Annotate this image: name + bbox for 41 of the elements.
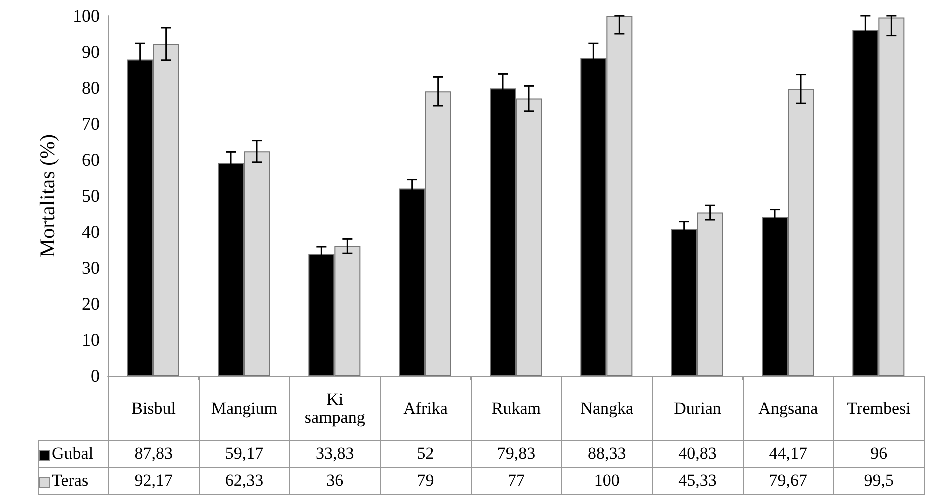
y-tick-label: 60 <box>82 150 100 170</box>
data-label: 44,17 <box>743 440 834 468</box>
data-label: 77 <box>471 468 562 494</box>
data-label: 79,67 <box>743 468 834 494</box>
data-label: 88,33 <box>562 440 652 468</box>
data-label: 59,17 <box>199 440 290 468</box>
data-label: 87,83 <box>108 440 200 468</box>
x-tick-label: Mangium <box>210 398 279 418</box>
y-tick-label: 40 <box>82 222 100 242</box>
x-tick-label: Ki sampang <box>304 390 366 426</box>
data-label: 45,33 <box>652 468 744 494</box>
y-tick-label: 10 <box>82 330 100 350</box>
y-tick-label: 30 <box>82 258 100 278</box>
y-tick-label: 50 <box>82 186 100 206</box>
data-label: 62,33 <box>199 468 290 494</box>
data-label: 96 <box>834 440 924 468</box>
legend-label: Gubal <box>38 440 108 468</box>
x-tick-label: Durian <box>673 398 722 418</box>
y-tick-label: 20 <box>82 294 100 314</box>
x-tick-label: Rukam <box>490 398 542 418</box>
x-tick-label: Afrika <box>402 398 449 418</box>
y-tick-label: 0 <box>91 366 100 386</box>
data-label: 40,83 <box>652 440 744 468</box>
y-tick-label: 90 <box>82 42 100 62</box>
data-label: 33,83 <box>290 440 380 468</box>
data-label: 79 <box>380 468 472 494</box>
y-tick-label: 70 <box>82 114 100 134</box>
x-tick-label: Nangka <box>580 398 635 418</box>
y-axis-title: Mortalitas (%) <box>36 134 60 258</box>
data-label: 52 <box>380 440 472 468</box>
data-label: 36 <box>290 468 380 494</box>
x-tick-label: Angsana <box>758 398 820 418</box>
legend-label: Teras <box>38 468 108 494</box>
data-label: 92,17 <box>108 468 200 494</box>
x-tick-label: Bisbul <box>130 398 178 418</box>
data-label: 79,83 <box>471 440 562 468</box>
y-tick-label: 80 <box>82 78 100 98</box>
x-tick-label: Trembesi <box>846 398 912 418</box>
y-tick-label: 100 <box>73 6 100 26</box>
data-label: 100 <box>562 468 652 494</box>
data-label: 99,5 <box>834 468 924 494</box>
